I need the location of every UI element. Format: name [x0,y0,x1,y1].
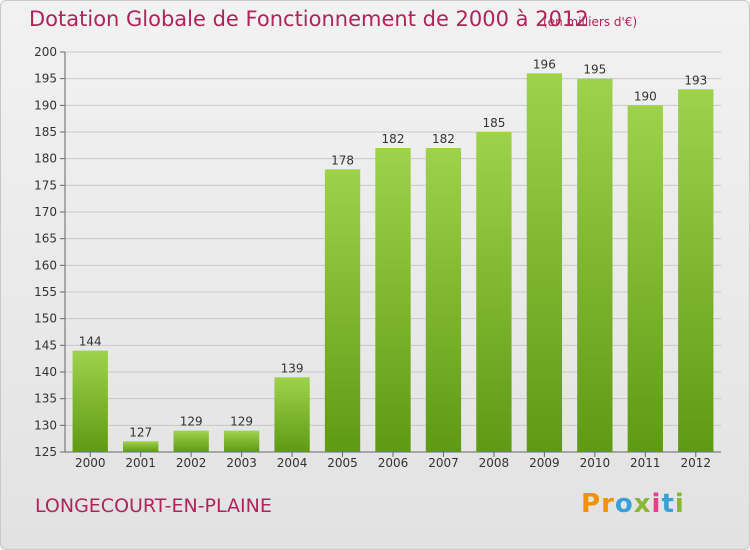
y-tick-label: 185 [34,125,57,139]
data-label: 182 [432,132,455,146]
chart-unit: (en milliers d'€) [543,15,638,29]
bar-2009 [526,73,563,452]
bar-2003 [223,430,260,452]
data-label: 193 [684,73,707,87]
bar-2001 [123,441,159,452]
bar-2005 [324,169,361,453]
x-tick-label: 2002 [176,456,207,470]
x-tick-label: 2006 [378,456,409,470]
y-tick-label: 165 [34,232,57,246]
bar-2002 [173,430,209,452]
bars [72,73,714,453]
x-tick-label: 2004 [277,456,308,470]
labels: 125 130 135 140 145 150 155 160 165 170 175 180 185 1… [34,45,711,470]
y-tick-label: 160 [34,258,57,272]
x-tick-label: 2010 [580,456,611,470]
x-tick-label: 2009 [529,456,560,470]
bar-2006 [375,148,411,452]
bar-2000 [72,350,108,452]
data-label: 139 [281,361,304,375]
logo-letter: r [601,489,615,519]
commune-name: LONGECOURT-EN-PLAINE [35,495,272,517]
logo-letter: o [614,489,634,519]
y-tick-label: 190 [34,98,57,112]
x-tick-label: 2003 [226,456,257,470]
data-label: 178 [331,153,354,167]
data-label: 195 [583,63,606,77]
y-tick-label: 130 [34,418,57,432]
y-tick-label: 150 [34,312,57,326]
logo-letter: t [661,489,675,519]
x-tick-label: 2005 [327,456,358,470]
x-tick-label: 2011 [630,456,661,470]
y-tick-label: 175 [34,178,57,192]
logo-letter: i [651,489,662,519]
bar-2008 [476,132,512,452]
x-tick-label: 2007 [428,456,459,470]
data-label: 129 [180,415,203,429]
data-label: 182 [382,132,405,146]
logo-letter: x [633,489,652,519]
chart-title: Dotation Globale de Fonctionnement de 20… [29,7,589,31]
bar-2010 [577,78,613,453]
data-label: 127 [129,425,152,439]
data-label: 129 [230,415,253,429]
bar-2011 [627,105,663,452]
x-tick-label: 2000 [75,456,106,470]
proxiti-logo[interactable]: Proxiti [581,489,685,519]
y-tick-label: 140 [34,365,57,379]
bar-2007 [425,148,462,452]
bar-2012 [678,89,714,452]
data-label: 144 [79,335,102,349]
y-tick-label: 170 [34,205,57,219]
y-tick-label: 135 [34,392,57,406]
y-tick-label: 195 [34,72,57,86]
y-tick-label: 180 [34,152,57,166]
x-tick-label: 2008 [479,456,510,470]
x-tick-label: 2012 [680,456,711,470]
data-label: 190 [634,89,657,103]
data-label: 185 [482,116,505,130]
y-tick-label: 200 [34,45,57,59]
logo-letter: P [581,489,602,519]
y-tick-label: 125 [34,445,57,459]
data-label: 196 [533,57,556,71]
y-tick-label: 145 [34,338,57,352]
x-tick-label: 2001 [125,456,156,470]
logo-letter: i [674,489,685,519]
y-tick-label: 155 [34,285,57,299]
bar-2004 [274,377,310,452]
